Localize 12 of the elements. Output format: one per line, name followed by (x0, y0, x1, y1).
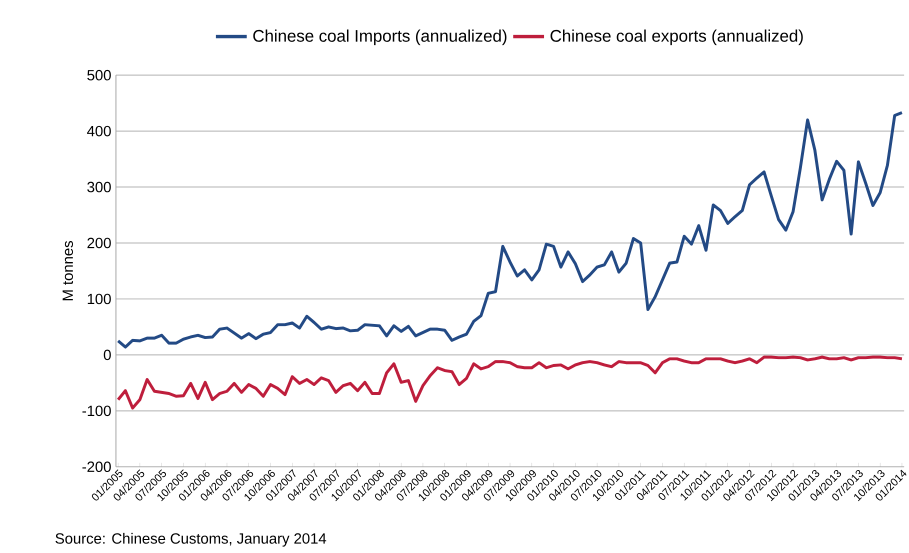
y-tick-label: 200 (87, 238, 111, 248)
y-tick-label: 0 (104, 350, 111, 360)
y-tick-label: 100 (88, 294, 111, 304)
source-note: Source: Chinese Customs, January 2014 (56, 532, 326, 547)
legend-label: Chinese coal exports (annualized) (550, 30, 803, 46)
y-tick-label: -100 (82, 406, 111, 416)
y-axis-title: M tonnes (62, 241, 73, 300)
y-tick-label: 300 (87, 182, 111, 192)
y-tick-label: 400 (87, 126, 111, 136)
y-tick-label: -200 (82, 462, 111, 472)
legend-label: Chinese coal Imports (annualized) (253, 30, 506, 46)
y-tick-label: 500 (87, 70, 111, 80)
